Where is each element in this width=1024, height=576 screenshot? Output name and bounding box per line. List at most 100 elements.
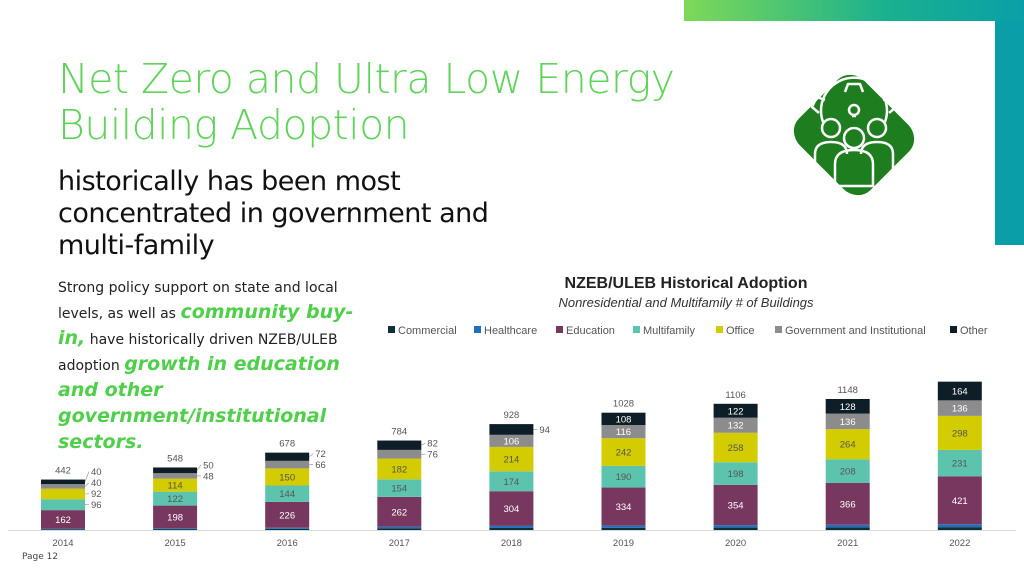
bar-segment-multifamily (41, 499, 85, 511)
page-number: Page 12 (22, 552, 59, 562)
data-label: 128 (840, 402, 856, 413)
data-label: 162 (55, 515, 71, 526)
bar-segment-healthcare (713, 525, 758, 528)
data-label: 174 (503, 477, 519, 488)
bar-segment-other (265, 452, 310, 461)
bar-segment-office (41, 488, 85, 500)
bar-segment-office (601, 438, 646, 466)
data-label: 114 (168, 481, 183, 492)
bar-segment-government-and-institutional (713, 417, 758, 433)
bar-segment-office (825, 429, 870, 460)
bar-segment-education (153, 505, 198, 529)
data-label: 108 (616, 414, 632, 425)
data-label: 76 (427, 450, 438, 461)
bar-segment-education (601, 487, 646, 526)
bar-segment-office (377, 458, 422, 480)
bar-segment-other (825, 399, 870, 414)
bar-segment-government-and-institutional (825, 413, 870, 430)
bar-segment-multifamily (265, 485, 310, 502)
x-tick-label: 2021 (837, 538, 858, 549)
bar-segment-other (41, 479, 85, 485)
data-label: 421 (952, 496, 968, 507)
data-label: 366 (840, 499, 856, 510)
data-label: 66 (315, 460, 326, 471)
total-label: 442 (55, 466, 71, 477)
bar-segment-education (713, 484, 758, 526)
bar-segment-education (265, 501, 310, 528)
bar-segment-healthcare (41, 528, 85, 530)
bar-segment-government-and-institutional (601, 425, 646, 439)
body-part-1: Strong policy support on state and local… (58, 280, 338, 322)
data-label: 136 (840, 417, 856, 428)
x-tick-label: 2014 (52, 538, 73, 549)
legend-label: Education (566, 325, 615, 337)
label-leader-line (421, 442, 426, 446)
bar-segment-commercial (937, 527, 982, 530)
legend-swatch (388, 326, 395, 333)
data-label: 136 (952, 404, 968, 415)
bar-segment-healthcare (265, 527, 310, 529)
legend-swatch (474, 326, 481, 333)
data-label: 264 (840, 440, 856, 451)
bar-segment-office (153, 478, 198, 492)
total-label: 784 (391, 427, 407, 438)
bar-segment-education (377, 496, 422, 527)
data-label: 164 (952, 387, 968, 398)
total-label: 1148 (837, 385, 857, 396)
bar-segment-government-and-institutional (377, 449, 422, 459)
total-label: 678 (279, 439, 295, 450)
data-label: 122 (728, 406, 744, 417)
total-label: 1106 (725, 390, 745, 401)
data-label: 96 (91, 500, 102, 511)
slide-subtitle: historically has been most concentrated … (58, 166, 489, 261)
body-text: Strong policy support on state and local… (58, 276, 358, 456)
bar-segment-healthcare (601, 525, 646, 528)
x-tick-label: 2018 (501, 538, 522, 549)
total-label: 928 (503, 410, 519, 421)
legend-label: Office (726, 325, 755, 337)
data-label: 190 (616, 472, 632, 483)
data-label: 334 (616, 502, 632, 513)
bar-segment-commercial (41, 529, 85, 530)
bar-segment-commercial (265, 528, 310, 530)
bar-segment-other (377, 440, 422, 450)
bar-segment-office (265, 468, 310, 486)
x-tick-label: 2017 (389, 538, 410, 549)
legend-label: Government and Institutional (785, 325, 926, 337)
data-label: 122 (167, 494, 183, 505)
data-label: 304 (503, 504, 519, 515)
bar-segment-other (153, 467, 198, 474)
data-label: 262 (391, 507, 407, 518)
x-tick-label: 2020 (725, 538, 746, 549)
label-leader-line (308, 453, 314, 458)
body-emphasis-2: growth in education and other government… (58, 353, 340, 453)
data-label: 231 (952, 459, 968, 470)
data-label: 208 (840, 467, 856, 478)
total-label: 1028 (613, 399, 634, 410)
data-label: 48 (203, 471, 214, 482)
data-label: 94 (539, 425, 550, 436)
body-part-2: have historically driven NZEB/ULEB adopt… (58, 332, 338, 374)
legend-swatch (716, 326, 723, 333)
data-label: 214 (503, 455, 519, 466)
bar-segment-other (489, 424, 534, 435)
bar-segment-healthcare (825, 524, 870, 528)
data-label: 258 (728, 443, 744, 454)
bar-segment-government-and-institutional (265, 460, 310, 469)
title-line-2: Building Adoption (58, 101, 410, 149)
data-label: 198 (167, 512, 183, 523)
bar-segment-government-and-institutional (937, 400, 982, 416)
legend-swatch (775, 326, 782, 333)
bar-segment-healthcare (937, 524, 982, 528)
bar-segment-education (489, 491, 534, 526)
data-label: 150 (279, 472, 295, 483)
data-label: 116 (616, 427, 631, 438)
people-gear-lightbulb-icon (793, 74, 915, 196)
bar-segment-education (41, 510, 85, 529)
data-label: 50 (203, 460, 214, 471)
data-label: 40 (91, 478, 102, 489)
x-tick-label: 2019 (613, 538, 634, 549)
bar-segment-multifamily (937, 449, 982, 477)
data-label: 354 (728, 501, 744, 512)
bar-segment-education (825, 482, 870, 525)
